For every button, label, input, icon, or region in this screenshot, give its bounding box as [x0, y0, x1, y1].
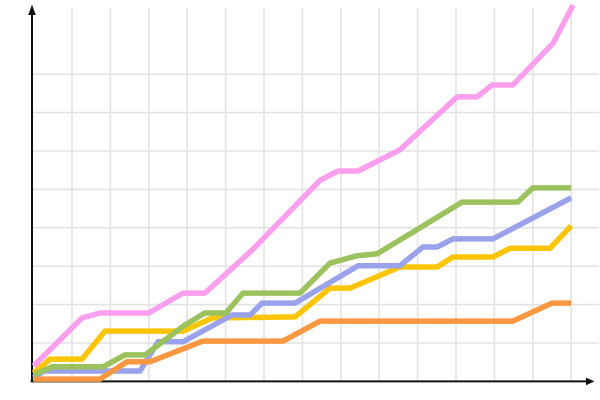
series-gold-line	[31, 224, 574, 376]
axes-group	[28, 4, 595, 386]
gridlines-group	[31, 8, 599, 382]
series-group	[31, 3, 576, 382]
y-axis-arrow-icon	[28, 4, 36, 15]
x-axis-arrow-icon	[586, 377, 595, 386]
series-green-line	[32, 185, 572, 378]
series-violet-line	[31, 3, 576, 368]
series-periwinkle-line	[32, 195, 573, 381]
series-orange-line	[33, 300, 572, 382]
